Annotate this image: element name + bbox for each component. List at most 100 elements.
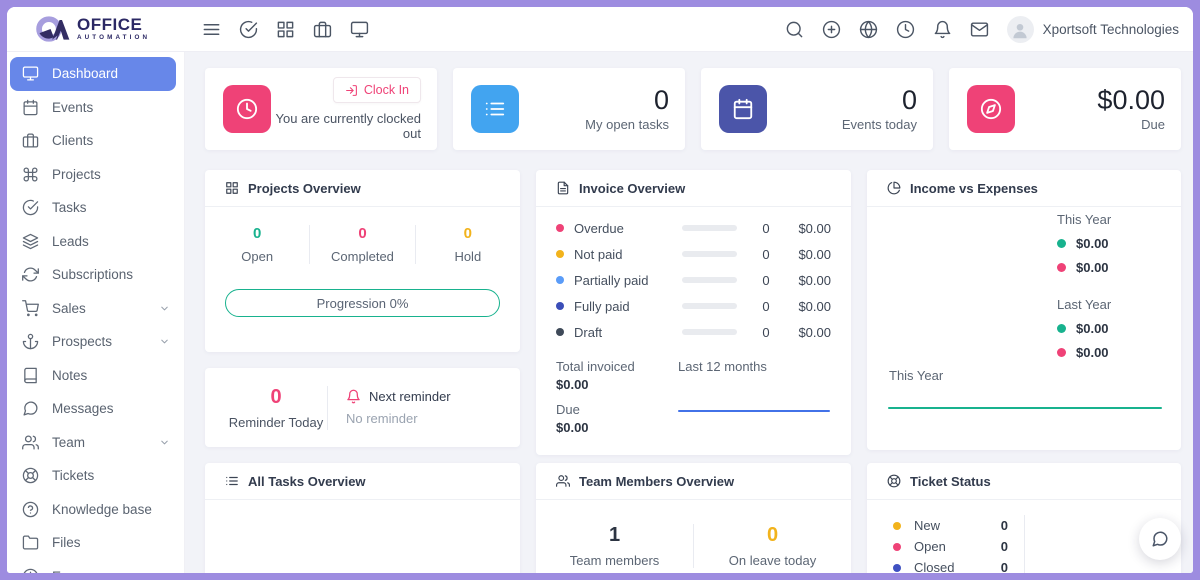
- sidebar-item-events[interactable]: Events: [7, 91, 184, 125]
- team-members-card: Team Members Overview 1 Team members 0 O…: [536, 463, 851, 573]
- reminder-count-label: Reminder Today: [228, 414, 324, 430]
- status-dot: [556, 250, 564, 258]
- check-circle-icon[interactable]: [239, 20, 258, 39]
- brand-logo[interactable]: OFFICE AUTOMATION: [35, 12, 150, 46]
- brand-title: OFFICE: [77, 15, 143, 35]
- header-actions: Xportsoft Technologies: [785, 7, 1179, 52]
- user-menu[interactable]: Xportsoft Technologies: [1006, 16, 1179, 43]
- briefcase-icon[interactable]: [313, 20, 332, 39]
- sidebar-item-sales[interactable]: Sales: [7, 292, 184, 326]
- invoice-sparkline: [678, 410, 830, 412]
- chat-icon: [23, 401, 38, 416]
- list-icon: [226, 476, 238, 486]
- status-dot: [556, 328, 564, 336]
- avatar: [1006, 16, 1034, 43]
- app-chrome: OFFICE AUTOMATION Xportsoft Technologies: [7, 7, 1193, 573]
- menu-icon[interactable]: [202, 20, 221, 39]
- bell-icon: [347, 389, 360, 404]
- layers-icon: [22, 233, 39, 249]
- chevron-down-icon: [161, 440, 168, 445]
- command-icon: [23, 167, 38, 182]
- clock-icon[interactable]: [896, 20, 915, 39]
- expense-dot: [1057, 263, 1066, 272]
- income-dot: [1057, 324, 1066, 333]
- clock-icon: [223, 85, 271, 133]
- mail-icon[interactable]: [970, 20, 989, 39]
- progression-badge: Progression 0%: [225, 289, 500, 317]
- due-total-label: Due: [556, 402, 580, 417]
- sidebar-item-subscriptions[interactable]: Subscriptions: [7, 258, 184, 292]
- income-expenses-title: Income vs Expenses: [910, 180, 1038, 196]
- anchor-icon: [22, 334, 39, 350]
- invoice-row-partially-paid: Partially paid 0 $0.00: [536, 267, 851, 293]
- due-label: Due: [1141, 117, 1165, 133]
- ticket-status-card: Ticket Status New 0 Open 0: [867, 463, 1181, 573]
- search-icon[interactable]: [785, 20, 804, 39]
- briefcase-icon: [22, 133, 39, 148]
- progress-bar: [682, 225, 737, 231]
- sidebar-item-notes[interactable]: Notes: [7, 359, 184, 393]
- open-tasks-card: 0 My open tasks: [453, 68, 685, 150]
- legend-last-year-label: Last Year: [1057, 297, 1112, 312]
- due-value: $0.00: [1097, 84, 1165, 115]
- invoice-row-overdue: Overdue 0 $0.00: [536, 215, 851, 241]
- sidebar-item-tickets[interactable]: Tickets: [7, 459, 184, 493]
- user-name: Xportsoft Technologies: [1042, 22, 1179, 37]
- projects-completed-label: Completed: [331, 249, 394, 264]
- invoice-row-draft: Draft 0 $0.00: [536, 319, 851, 345]
- legend-this-year-label: This Year: [1057, 212, 1112, 227]
- refresh-icon: [22, 267, 39, 282]
- all-tasks-overview-title: All Tasks Overview: [248, 473, 366, 489]
- sidebar-item-tasks[interactable]: Tasks: [7, 191, 184, 225]
- status-dot: [556, 224, 564, 232]
- sidebar-item-dashboard[interactable]: Dashboard: [10, 57, 176, 91]
- team-members-label: Team members: [569, 553, 660, 568]
- sidebar-item-files[interactable]: Files: [7, 526, 184, 560]
- clock-in-button[interactable]: Clock In: [332, 77, 421, 103]
- income-sparkline-label: This Year: [889, 368, 944, 383]
- due-card: $0.00 Due: [949, 68, 1181, 150]
- bell-icon[interactable]: [933, 20, 952, 39]
- total-invoiced-label: Total invoiced: [556, 359, 635, 374]
- on-leave-label: On leave today: [728, 553, 817, 568]
- list-icon: [471, 85, 519, 133]
- top-header: OFFICE AUTOMATION Xportsoft Technologies: [7, 7, 1193, 52]
- pie-chart-icon: [887, 181, 901, 195]
- globe-icon[interactable]: [859, 20, 878, 39]
- invoice-summary: Total invoiced $0.00 Due $0.00 Last 12 m…: [536, 345, 851, 445]
- sidebar-item-expenses[interactable]: Expenses: [7, 560, 184, 573]
- sidebar-nav: Dashboard Events Clients Projects Tasks …: [7, 52, 185, 573]
- sidebar-item-leads[interactable]: Leads: [7, 225, 184, 259]
- sidebar-item-prospects[interactable]: Prospects: [7, 325, 184, 359]
- brand-mark-icon: [36, 16, 70, 42]
- sidebar-item-projects[interactable]: Projects: [7, 158, 184, 192]
- users-icon: [22, 435, 39, 450]
- plus-circle-icon[interactable]: [822, 20, 841, 39]
- all-tasks-overview-card: All Tasks Overview: [205, 463, 520, 573]
- open-tasks-label: My open tasks: [585, 117, 669, 133]
- projects-overview-card: Projects Overview 0 Open 0 Completed 0 H…: [205, 170, 520, 352]
- calendar-icon: [719, 85, 767, 133]
- clock-status-text: You are currently clocked out: [275, 111, 422, 141]
- status-dot: [556, 302, 564, 310]
- monitor-icon[interactable]: [350, 20, 369, 39]
- expense-dot: [1057, 348, 1066, 357]
- income-dot: [1057, 239, 1066, 248]
- sidebar-item-clients[interactable]: Clients: [7, 124, 184, 158]
- sidebar-item-knowledge-base[interactable]: Knowledge base: [7, 493, 184, 527]
- ticket-row-closed: Closed 0: [893, 557, 1024, 573]
- grid-icon[interactable]: [276, 20, 295, 39]
- brand-subtitle: AUTOMATION: [77, 34, 151, 42]
- chat-fab-button[interactable]: [1139, 518, 1181, 560]
- sidebar-item-messages[interactable]: Messages: [7, 392, 184, 426]
- ticket-row-open: Open 0: [893, 536, 1024, 557]
- invoice-row-fully-paid: Fully paid 0 $0.00: [536, 293, 851, 319]
- invoice-overview-card: Invoice Overview Overdue 0 $0.00 Not pai…: [536, 170, 851, 455]
- header-quick-icons: [202, 7, 369, 52]
- clock-card: Clock In You are currently clocked out: [205, 68, 437, 150]
- ticket-row-new: New 0: [893, 515, 1024, 536]
- sidebar-item-team[interactable]: Team: [7, 426, 184, 460]
- events-today-label: Events today: [841, 117, 917, 133]
- progress-bar: [682, 277, 737, 283]
- projects-overview-title: Projects Overview: [248, 180, 361, 196]
